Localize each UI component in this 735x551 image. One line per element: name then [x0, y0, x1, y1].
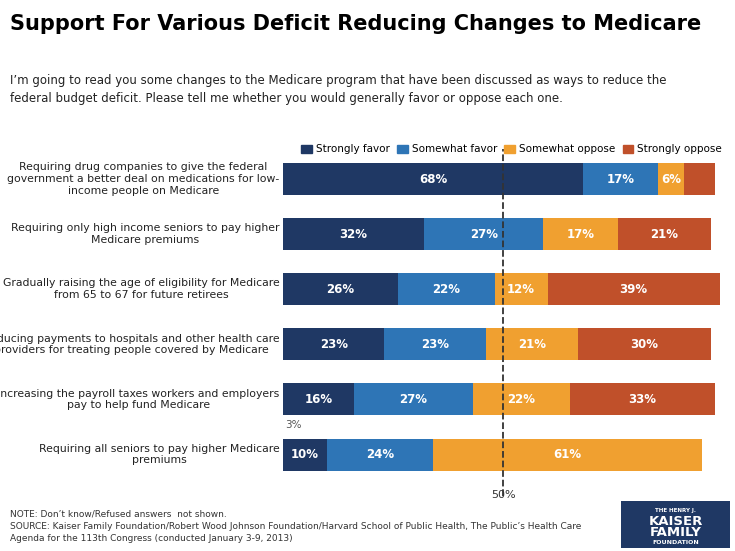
- Text: Requiring only high income seniors to pay higher
Medicare premiums: Requiring only high income seniors to pa…: [11, 223, 279, 245]
- Text: 12%: 12%: [507, 283, 535, 296]
- Text: 10%: 10%: [291, 448, 319, 461]
- Text: FOUNDATION: FOUNDATION: [652, 540, 699, 545]
- Text: THE HENRY J.: THE HENRY J.: [655, 508, 696, 514]
- Text: 32%: 32%: [340, 228, 368, 241]
- Text: 26%: 26%: [326, 283, 354, 296]
- Text: 27%: 27%: [399, 393, 427, 406]
- Text: NOTE: Don’t know/Refused answers  not shown.
SOURCE: Kaiser Family Foundation/Ro: NOTE: Don’t know/Refused answers not sho…: [10, 510, 581, 543]
- Bar: [570, 383, 715, 415]
- Text: 17%: 17%: [567, 228, 595, 241]
- Bar: [486, 328, 578, 360]
- Text: 30%: 30%: [631, 338, 659, 351]
- Bar: [583, 163, 658, 195]
- Text: 68%: 68%: [419, 172, 447, 186]
- Bar: [473, 383, 570, 415]
- Text: 21%: 21%: [650, 228, 678, 241]
- Bar: [618, 218, 711, 250]
- Bar: [543, 218, 618, 250]
- Text: Reducing payments to hospitals and other health care
providers for treating peop: Reducing payments to hospitals and other…: [0, 333, 279, 355]
- Bar: [283, 218, 424, 250]
- Bar: [283, 163, 583, 195]
- Bar: [354, 383, 473, 415]
- Text: 33%: 33%: [628, 393, 656, 406]
- Text: 50%: 50%: [491, 490, 516, 500]
- Text: 24%: 24%: [366, 448, 394, 461]
- Text: 3%: 3%: [285, 420, 301, 430]
- Text: Increasing the payroll taxes workers and employers
pay to help fund Medicare: Increasing the payroll taxes workers and…: [0, 388, 279, 410]
- Text: 6%: 6%: [661, 172, 681, 186]
- Bar: [283, 273, 398, 305]
- Text: Support For Various Deficit Reducing Changes to Medicare: Support For Various Deficit Reducing Cha…: [10, 14, 700, 34]
- Text: 22%: 22%: [432, 283, 460, 296]
- Text: 61%: 61%: [553, 448, 581, 461]
- Text: 17%: 17%: [606, 172, 634, 186]
- Text: 39%: 39%: [620, 283, 648, 296]
- Text: Gradually raising the age of eligibility for Medicare
from 65 to 67 for future r: Gradually raising the age of eligibility…: [2, 278, 279, 300]
- Bar: [398, 273, 495, 305]
- Text: Requiring all seniors to pay higher Medicare
premiums: Requiring all seniors to pay higher Medi…: [38, 444, 279, 466]
- Text: Requiring drug companies to give the federal
government a better deal on medicat: Requiring drug companies to give the fed…: [7, 163, 279, 196]
- Bar: [658, 163, 684, 195]
- Bar: [424, 218, 543, 250]
- Legend: Strongly favor, Somewhat favor, Somewhat oppose, Strongly oppose: Strongly favor, Somewhat favor, Somewhat…: [298, 140, 726, 159]
- Text: KAISER: KAISER: [648, 515, 703, 528]
- Text: FAMILY: FAMILY: [650, 526, 701, 539]
- Bar: [433, 439, 702, 471]
- Bar: [283, 328, 384, 360]
- Text: 23%: 23%: [320, 338, 348, 351]
- Bar: [384, 328, 486, 360]
- Bar: [548, 273, 720, 305]
- Bar: [283, 383, 354, 415]
- Text: 21%: 21%: [518, 338, 546, 351]
- Bar: [684, 163, 715, 195]
- Bar: [327, 439, 433, 471]
- Text: 22%: 22%: [507, 393, 535, 406]
- Bar: [578, 328, 711, 360]
- Bar: [495, 273, 548, 305]
- Text: 27%: 27%: [470, 228, 498, 241]
- Text: 16%: 16%: [304, 393, 332, 406]
- Text: I’m going to read you some changes to the Medicare program that have been discus: I’m going to read you some changes to th…: [10, 74, 666, 105]
- Text: 23%: 23%: [421, 338, 449, 351]
- Bar: [283, 439, 327, 471]
